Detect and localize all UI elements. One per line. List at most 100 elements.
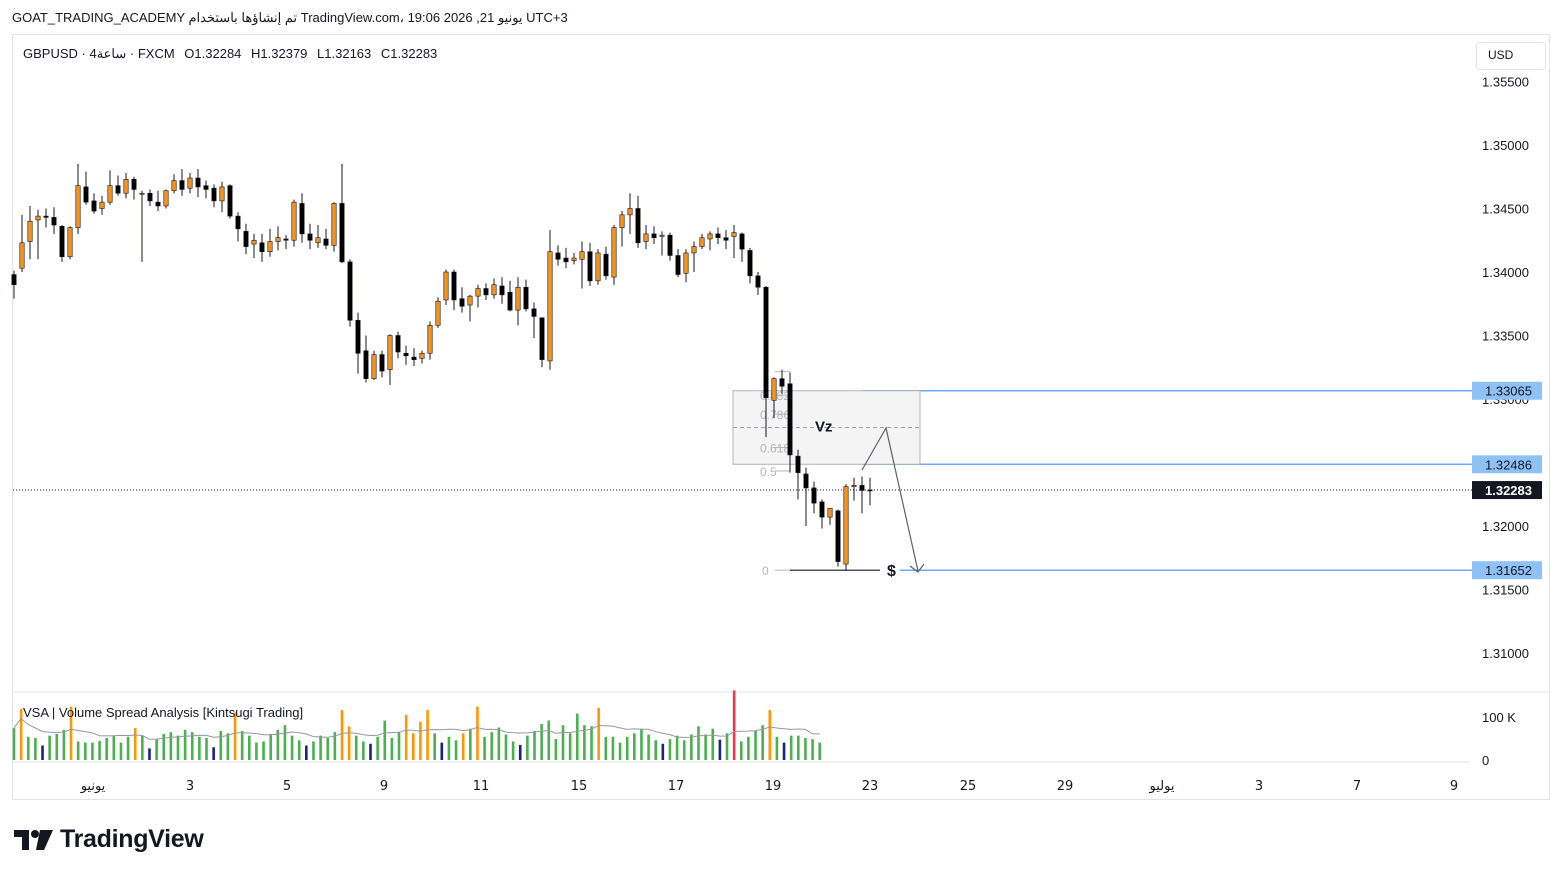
candle-bear[interactable]: [723, 237, 729, 241]
projection-arrow[interactable]: [861, 426, 919, 572]
candle-bull[interactable]: [67, 227, 73, 258]
candle-bull[interactable]: [627, 208, 633, 216]
candle-bear[interactable]: [131, 178, 137, 190]
candle-bear[interactable]: [115, 185, 121, 194]
candle-bear[interactable]: [763, 286, 769, 399]
candle-bull[interactable]: [387, 335, 393, 371]
candle-bear[interactable]: [91, 200, 97, 212]
symbol-name[interactable]: GBPUSD · 4ساعة · FXCM: [23, 46, 175, 61]
candle-bull[interactable]: [139, 192, 145, 195]
candle-bull[interactable]: [643, 233, 649, 242]
candle-bull[interactable]: [771, 378, 777, 401]
candle-bear[interactable]: [779, 378, 785, 387]
candle-bear[interactable]: [603, 253, 609, 277]
candle-bear[interactable]: [83, 186, 89, 203]
candle-bear[interactable]: [859, 485, 865, 491]
candle-bear[interactable]: [11, 274, 17, 286]
candle-bear[interactable]: [787, 383, 793, 456]
candle-bear[interactable]: [451, 271, 457, 301]
candle-bull[interactable]: [707, 233, 713, 240]
candle-bull[interactable]: [187, 177, 193, 189]
candle-bull[interactable]: [267, 241, 273, 252]
candle-bear[interactable]: [795, 455, 801, 473]
candle-bull[interactable]: [171, 180, 177, 192]
candle-bull[interactable]: [435, 300, 441, 326]
candle-bear[interactable]: [803, 473, 809, 489]
candle-bull[interactable]: [491, 284, 497, 296]
candle-bull[interactable]: [163, 190, 169, 207]
candle-bear[interactable]: [379, 354, 385, 372]
candle-bear[interactable]: [243, 231, 249, 247]
candle-bear[interactable]: [347, 261, 353, 321]
candle-bear[interactable]: [739, 233, 745, 250]
candle-bull[interactable]: [843, 486, 849, 565]
candle-bear[interactable]: [51, 217, 57, 226]
candle-bear[interactable]: [43, 215, 49, 218]
candle-bear[interactable]: [651, 233, 657, 239]
candle-bear[interactable]: [259, 242, 265, 252]
candle-bear[interactable]: [675, 255, 681, 275]
candle-bear[interactable]: [819, 501, 825, 518]
candle-bull[interactable]: [219, 186, 225, 202]
candle-bear[interactable]: [339, 203, 345, 263]
candle-bear[interactable]: [811, 487, 817, 504]
candle-bull[interactable]: [659, 234, 665, 237]
candle-bull[interactable]: [443, 271, 449, 301]
candle-bull[interactable]: [827, 507, 833, 518]
candle-bull[interactable]: [251, 239, 257, 245]
candle-bull[interactable]: [683, 252, 689, 274]
candle-bull[interactable]: [275, 237, 281, 242]
candle-bull[interactable]: [699, 237, 705, 247]
candle-bull[interactable]: [619, 214, 625, 228]
candle-bull[interactable]: [611, 227, 617, 278]
candle-bear[interactable]: [283, 238, 289, 241]
candle-bear[interactable]: [59, 225, 65, 258]
candle-bull[interactable]: [515, 286, 521, 311]
candle-bull[interactable]: [467, 295, 473, 306]
candle-bear[interactable]: [667, 234, 673, 256]
candle-bull[interactable]: [123, 178, 129, 194]
candle-bear[interactable]: [147, 192, 153, 202]
candle-bull[interactable]: [107, 185, 113, 203]
candle-bear[interactable]: [499, 285, 505, 296]
candle-bear[interactable]: [747, 250, 753, 277]
candle-bear[interactable]: [203, 185, 209, 190]
candle-bear[interactable]: [539, 317, 545, 360]
candle-bear[interactable]: [483, 288, 489, 296]
candle-bear[interactable]: [235, 215, 241, 230]
candle-bear[interactable]: [307, 233, 313, 241]
candle-bear[interactable]: [459, 298, 465, 307]
candle-bear[interactable]: [835, 510, 841, 562]
candle-bull[interactable]: [579, 251, 585, 260]
candle-bear[interactable]: [355, 319, 361, 354]
candle-bear[interactable]: [363, 350, 369, 379]
candle-bear[interactable]: [195, 177, 201, 188]
candle-bull[interactable]: [851, 485, 857, 487]
candle-bull[interactable]: [475, 288, 481, 297]
candle-bull[interactable]: [291, 201, 297, 241]
candle-bear[interactable]: [323, 238, 329, 246]
candle-bull[interactable]: [571, 257, 577, 261]
candle-bear[interactable]: [867, 489, 873, 492]
candle-bull[interactable]: [35, 215, 41, 221]
candle-bear[interactable]: [179, 180, 185, 190]
candle-bear[interactable]: [411, 356, 417, 360]
candle-bull[interactable]: [99, 201, 105, 209]
candle-bull[interactable]: [731, 232, 737, 237]
candle-bear[interactable]: [531, 308, 537, 317]
candle-bear[interactable]: [155, 201, 161, 207]
candle-bull[interactable]: [427, 325, 433, 354]
candle-bear[interactable]: [587, 251, 593, 282]
candle-bear[interactable]: [715, 233, 721, 239]
candle-bear[interactable]: [563, 257, 569, 263]
candle-bear[interactable]: [395, 335, 401, 353]
candle-bull[interactable]: [19, 242, 25, 269]
candle-bull[interactable]: [331, 203, 337, 246]
candle-bull[interactable]: [691, 246, 697, 254]
candle-bear[interactable]: [555, 252, 561, 260]
candle-bull[interactable]: [419, 352, 425, 359]
candle-bull[interactable]: [75, 185, 81, 228]
candle-bear[interactable]: [299, 203, 305, 235]
candle-bear[interactable]: [227, 185, 233, 217]
